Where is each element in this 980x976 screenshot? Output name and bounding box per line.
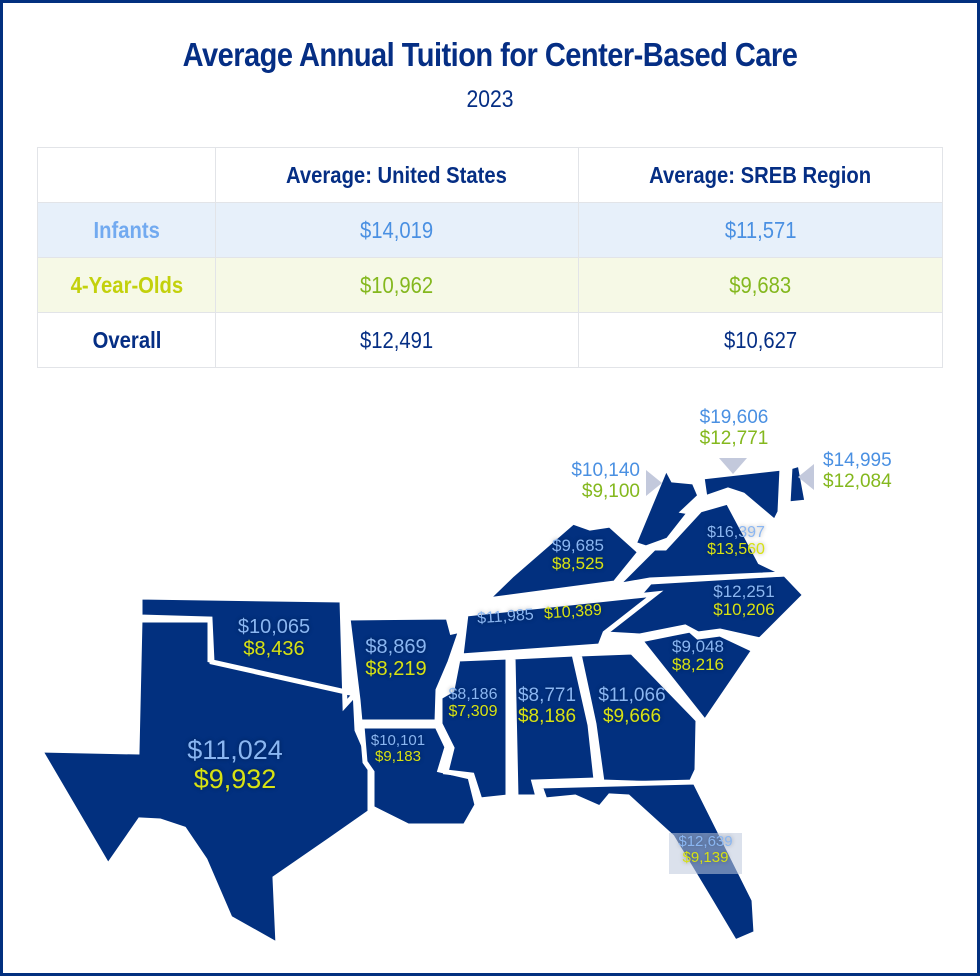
table-header-row: Average: United States Average: SREB Reg… xyxy=(37,147,944,203)
state-tennessee xyxy=(458,590,664,659)
page-title: Average Annual Tuition for Center-Based … xyxy=(182,36,798,73)
label-alabama: $8,771 $8,186 xyxy=(517,685,577,727)
label-west-virginia: $10,140 $9,100 xyxy=(571,460,640,502)
cell-sreb: $11,571 xyxy=(577,202,944,258)
label-louisiana: $10,101 $9,183 xyxy=(370,732,426,766)
table-header-us: Average: United States xyxy=(215,147,579,203)
arrow-left-icon xyxy=(798,464,814,490)
label-north-carolina: $12,251 $10,206 xyxy=(713,582,775,620)
state-oklahoma xyxy=(137,594,360,712)
cell-us: $14,019 xyxy=(215,202,579,258)
state-mississippi xyxy=(437,654,511,803)
cell-sreb: $9,683 xyxy=(577,257,944,313)
label-south-carolina: $9,048 $8,216 xyxy=(672,637,724,675)
state-georgia xyxy=(575,649,701,788)
state-delaware xyxy=(785,460,810,507)
state-maryland xyxy=(699,465,785,526)
row-label: Infants xyxy=(37,202,216,258)
label-oklahoma: $10,065 $8,436 xyxy=(237,616,311,660)
row-label: Overall xyxy=(37,312,216,368)
state-alabama xyxy=(510,651,599,800)
page-subtitle: 2023 xyxy=(466,86,514,113)
label-virginia: $16,397 $13,560 xyxy=(707,524,765,559)
state-florida xyxy=(536,779,759,946)
label-georgia: $11,066 $9,666 xyxy=(598,685,666,727)
state-arkansas xyxy=(345,614,465,725)
state-louisiana xyxy=(359,723,480,829)
arrow-right-icon xyxy=(646,470,662,496)
table-header-empty xyxy=(37,147,216,203)
summary-table: Average: United States Average: SREB Reg… xyxy=(37,147,944,368)
florida-label-highlight xyxy=(669,833,742,874)
label-kentucky: $9,685 $8,525 xyxy=(552,536,604,574)
cell-sreb: $10,627 xyxy=(577,312,944,368)
label-arkansas: $8,869 $8,219 xyxy=(365,636,427,680)
row-label: 4-Year-Olds xyxy=(37,257,216,313)
table-header-sreb: Average: SREB Region xyxy=(577,147,944,203)
table-row-infants: Infants $14,019 $11,571 xyxy=(37,202,944,258)
label-texas: $11,024 $9,932 xyxy=(187,735,283,795)
label-mississippi: $8,186 $7,309 xyxy=(448,686,498,721)
label-delaware: $14,995 $12,084 xyxy=(823,450,892,492)
label-maryland: $19,606 $12,771 xyxy=(699,407,769,449)
state-virginia xyxy=(608,499,787,590)
table-row-overall: Overall $12,491 $10,627 xyxy=(37,312,944,368)
state-kentucky xyxy=(477,519,644,612)
arrow-down-icon xyxy=(719,458,747,474)
label-florida: $12,639 $9,139 xyxy=(678,833,733,867)
cell-us: $12,491 xyxy=(215,312,579,368)
state-west-virginia xyxy=(630,461,703,551)
